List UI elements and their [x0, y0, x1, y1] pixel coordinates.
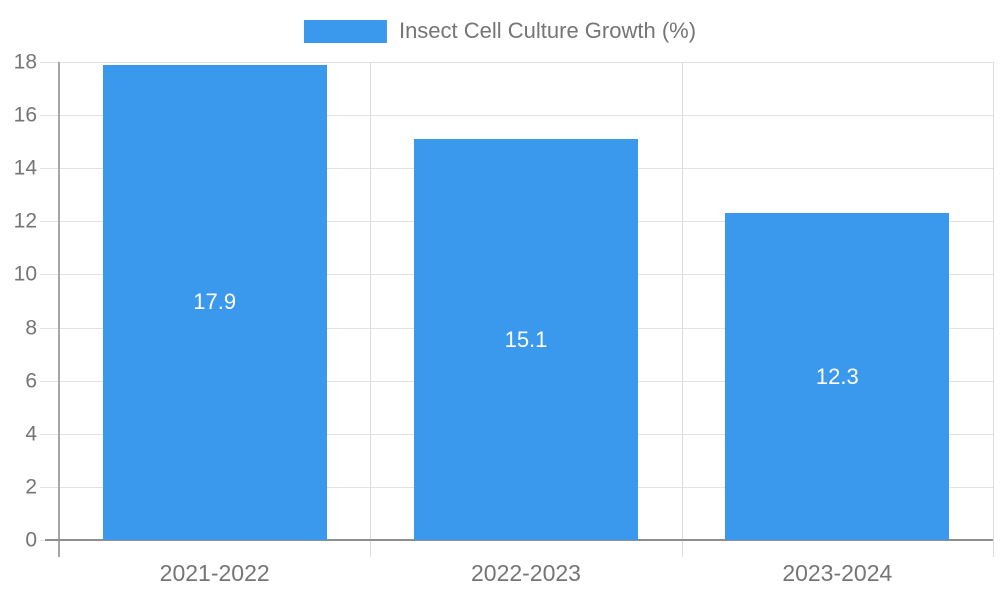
- y-tick-stub: [40, 433, 59, 435]
- y-axis-label: 16: [13, 103, 37, 127]
- category-separator: [681, 62, 683, 557]
- gridline: [59, 115, 993, 117]
- y-tick-stub: [40, 221, 59, 223]
- y-axis-label: 0: [25, 528, 37, 552]
- y-tick-stub: [40, 274, 59, 276]
- legend-label: Insect Cell Culture Growth (%): [398, 18, 697, 43]
- x-axis-label: 2021-2022: [159, 560, 270, 586]
- y-axis-label: 4: [25, 422, 37, 446]
- chart-legend[interactable]: Insect Cell Culture Growth (%): [303, 18, 697, 44]
- x-axis-label: 2023-2024: [782, 560, 893, 586]
- y-axis-label: 6: [25, 369, 37, 393]
- y-axis-line: [58, 62, 60, 557]
- bar[interactable]: [414, 139, 638, 540]
- y-tick-stub: [40, 380, 59, 382]
- y-tick-stub: [40, 115, 59, 117]
- y-tick-stub: [40, 327, 59, 329]
- category-separator: [370, 62, 372, 557]
- y-axis-label: 10: [13, 262, 37, 286]
- y-axis-label: 14: [13, 156, 37, 180]
- bar-value-label: 12.3: [815, 363, 859, 389]
- y-axis-label: 8: [25, 316, 37, 340]
- x-axis-line: [45, 539, 993, 541]
- legend-swatch[interactable]: [303, 19, 387, 43]
- y-tick-stub: [40, 168, 59, 170]
- y-axis-label: 12: [13, 209, 37, 233]
- bar[interactable]: [102, 64, 327, 540]
- bar-value-label: 17.9: [193, 289, 237, 315]
- y-tick-stub: [40, 62, 59, 63]
- y-tick-stub: [40, 486, 59, 488]
- bar[interactable]: [725, 213, 950, 540]
- gridline: [59, 62, 993, 63]
- y-axis-label: 2: [25, 475, 37, 499]
- bar-value-label: 15.1: [504, 326, 548, 352]
- y-axis-label: 18: [13, 50, 37, 74]
- x-axis-label: 2022-2023: [470, 560, 581, 586]
- chart-right-border: [993, 62, 994, 557]
